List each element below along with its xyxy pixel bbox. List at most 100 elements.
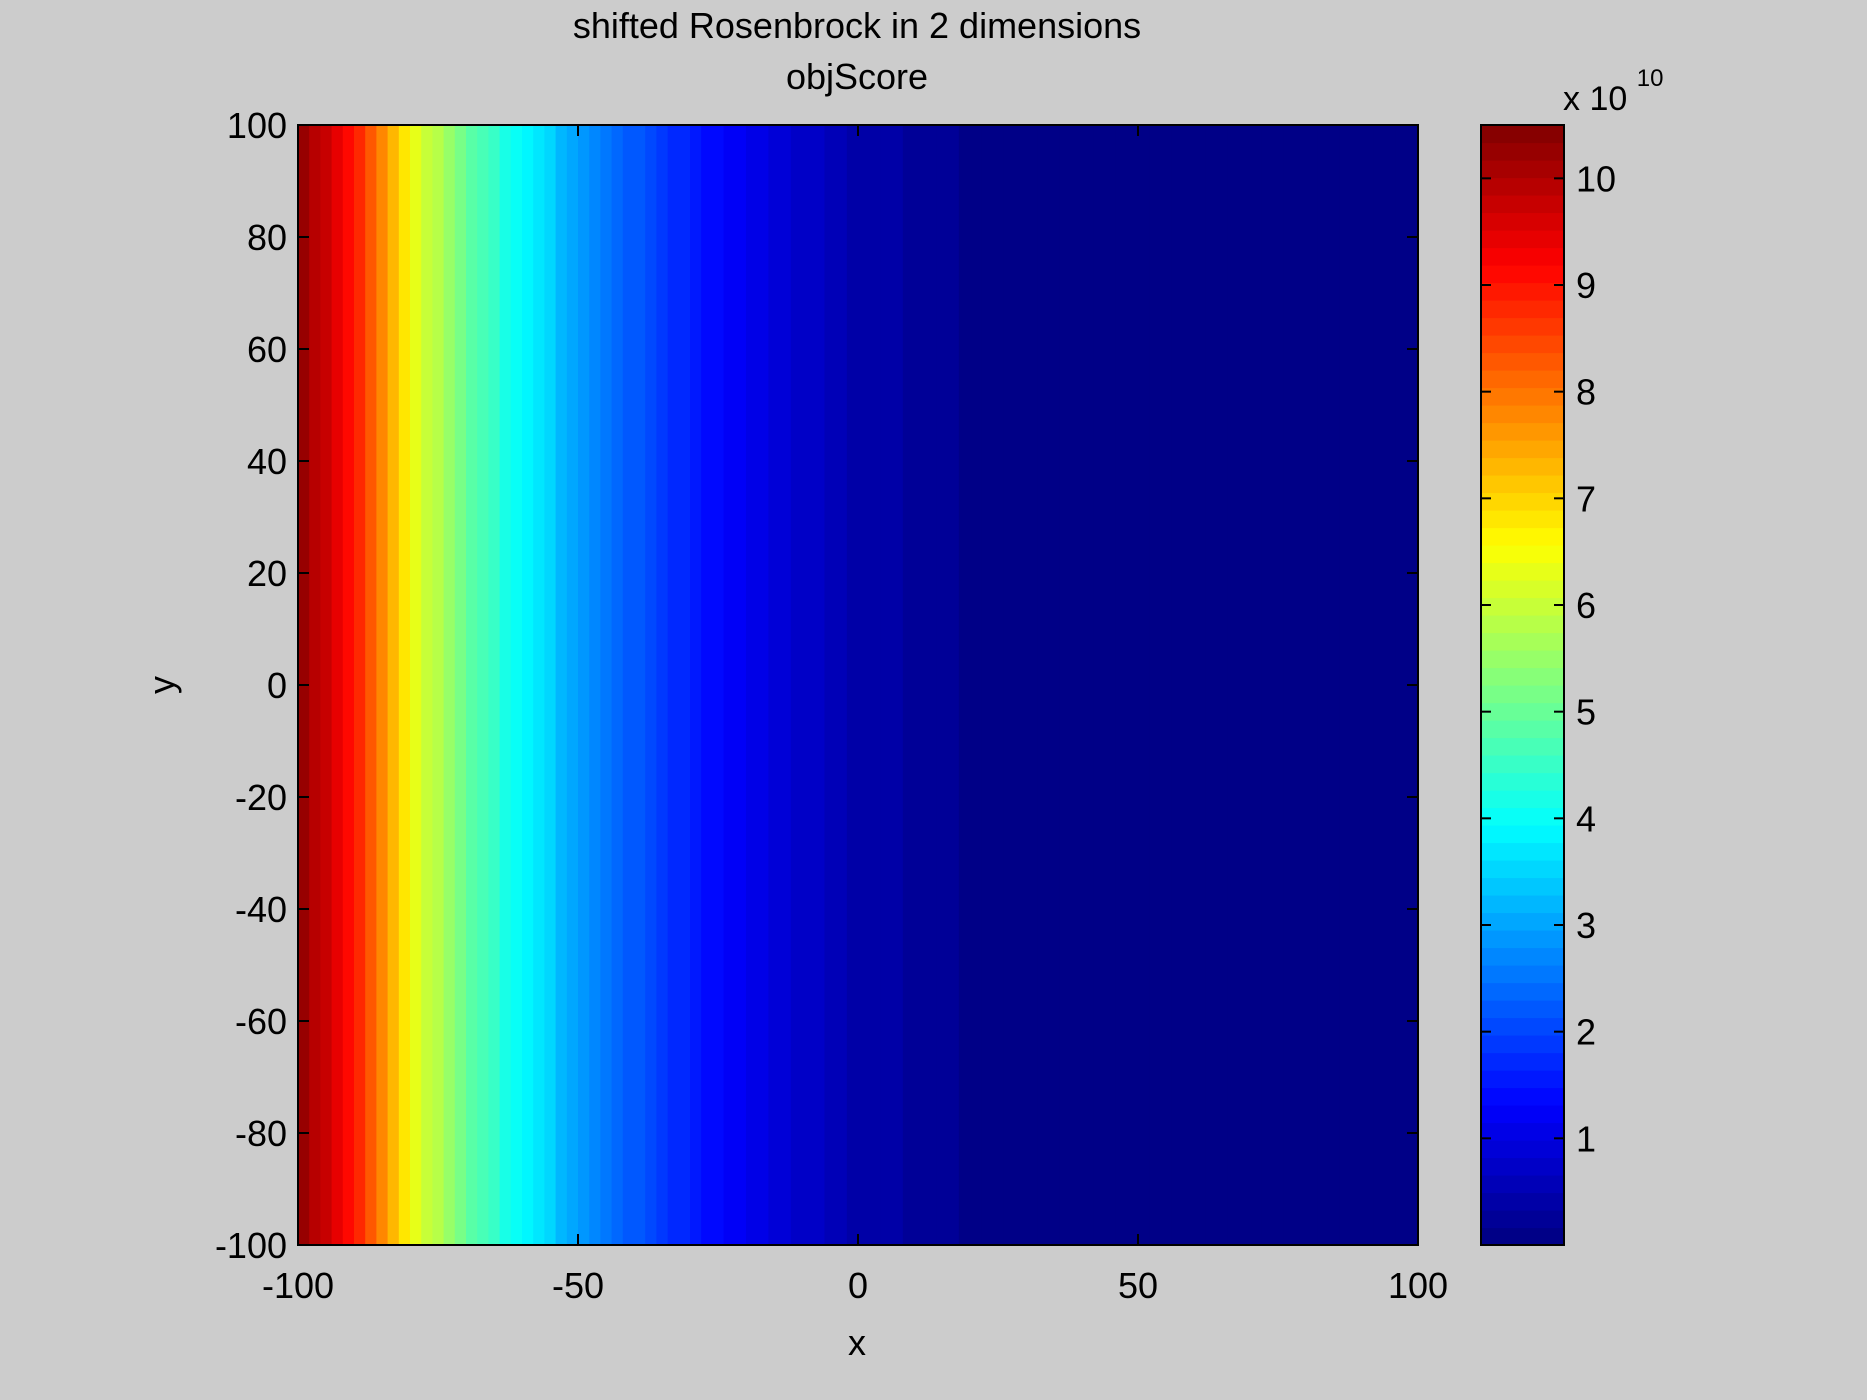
heatmap-column [634, 125, 646, 1245]
heatmap-column [813, 125, 825, 1245]
colorbar-band [1481, 492, 1564, 511]
colorbar-band [1481, 912, 1564, 931]
heatmap-column [421, 125, 433, 1245]
heatmap-column [1093, 125, 1105, 1245]
heatmap-column [678, 125, 691, 1245]
colorbar-exponent: x 10 10 [1563, 65, 1663, 118]
colorbar-band [1481, 1000, 1564, 1019]
colorbar-band [1481, 1192, 1564, 1211]
colorbar-band [1481, 370, 1564, 389]
heatmap-column [376, 125, 389, 1245]
y-tick-label: 100 [227, 105, 287, 146]
chart-subtitle: objScore [786, 56, 928, 97]
y-tick-label: 20 [247, 553, 287, 594]
colorbar-frame [1480, 124, 1565, 1246]
colorbar-band [1481, 230, 1564, 249]
colorbar-tick-label: 10 [1576, 158, 1616, 199]
heatmap-column [802, 125, 814, 1245]
colorbar-exponent-power: 10 [1637, 65, 1664, 92]
heatmap-column [432, 125, 445, 1245]
colorbar-band [1481, 300, 1564, 319]
heatmap-column [510, 125, 523, 1245]
colorbar-band [1481, 1227, 1564, 1246]
colorbar-band [1481, 562, 1564, 581]
heatmap-column [331, 125, 344, 1245]
colorbar-band [1481, 440, 1564, 459]
heatmap-column [1261, 125, 1273, 1245]
colorbar-band [1481, 282, 1564, 301]
heatmap-column [387, 125, 400, 1245]
heatmap-column [1026, 125, 1038, 1245]
heatmap-column [1373, 125, 1385, 1245]
heatmap-column [566, 125, 579, 1245]
y-tick-label: -20 [235, 777, 287, 818]
colorbar-exponent-base: x 10 [1563, 80, 1627, 118]
heatmap-column [914, 125, 926, 1245]
heatmap-column [1104, 125, 1117, 1245]
colorbar-band [1481, 720, 1564, 739]
heatmap-column [925, 125, 937, 1245]
heatmap-column [1149, 125, 1161, 1245]
heatmap-column [902, 125, 915, 1245]
colorbar-band [1481, 405, 1564, 424]
heatmap-column [488, 125, 501, 1245]
colorbar-band [1481, 895, 1564, 914]
y-axis-label: y [141, 676, 182, 694]
heatmap-column [1014, 125, 1027, 1245]
chart-title: shifted Rosenbrock in 2 dimensions [573, 5, 1141, 46]
colorbar-tick-label: 7 [1576, 478, 1596, 519]
heatmap-column [622, 125, 635, 1245]
heatmap-column [410, 125, 422, 1245]
heatmap-column [1272, 125, 1285, 1245]
y-tick-label: 40 [247, 441, 287, 482]
colorbar-band [1481, 352, 1564, 371]
colorbar-band [1481, 1070, 1564, 1089]
heatmap-column [667, 125, 680, 1245]
heatmap-column [958, 125, 971, 1245]
colorbar-band [1481, 1017, 1564, 1036]
heatmap-column [454, 125, 467, 1245]
heatmap-column [992, 125, 1005, 1245]
heatmap-column [656, 125, 669, 1245]
colorbar-band [1481, 475, 1564, 494]
heatmap-column [723, 125, 736, 1245]
colorbar-band [1481, 685, 1564, 704]
colorbar-band [1481, 737, 1564, 756]
x-tick-label: -100 [262, 1265, 334, 1306]
colorbar-band [1481, 947, 1564, 966]
y-tick-label: 60 [247, 329, 287, 370]
x-axis-label: x [848, 1322, 866, 1363]
heatmap-column [1317, 125, 1329, 1245]
colorbar-band [1481, 930, 1564, 949]
colorbar-band [1481, 247, 1564, 266]
colorbar-band [1481, 877, 1564, 896]
colorbar-tick-label: 3 [1576, 905, 1596, 946]
colorbar-band [1481, 142, 1564, 161]
heatmap-column [365, 125, 377, 1245]
heatmap-column [1003, 125, 1016, 1245]
heatmap-column [869, 125, 881, 1245]
colorbar-band [1481, 982, 1564, 1001]
heatmap-column [544, 125, 557, 1245]
y-axis-ticks: 100 80 60 40 20 0 -20 -40 -60 -80 -100 [215, 105, 1418, 1266]
colorbar-band [1481, 632, 1564, 651]
y-tick-label: -100 [215, 1225, 287, 1266]
heatmap-column [320, 125, 333, 1245]
colorbar-band [1481, 1087, 1564, 1106]
heatmap-column [533, 125, 545, 1245]
heatmap-column [746, 125, 758, 1245]
colorbar-band [1481, 177, 1564, 196]
colorbar-band [1481, 702, 1564, 721]
colorbar-band [1481, 650, 1564, 669]
heatmap-column [880, 125, 893, 1245]
heatmap-column [835, 125, 848, 1245]
heatmap-column [1171, 125, 1184, 1245]
colorbar-band [1481, 790, 1564, 809]
heatmap-column [1115, 125, 1128, 1245]
heatmap-column [734, 125, 747, 1245]
heatmap-column [578, 125, 590, 1245]
colorbar-band [1481, 1035, 1564, 1054]
heatmap-column [1070, 125, 1083, 1245]
colorbar-band [1481, 125, 1564, 144]
